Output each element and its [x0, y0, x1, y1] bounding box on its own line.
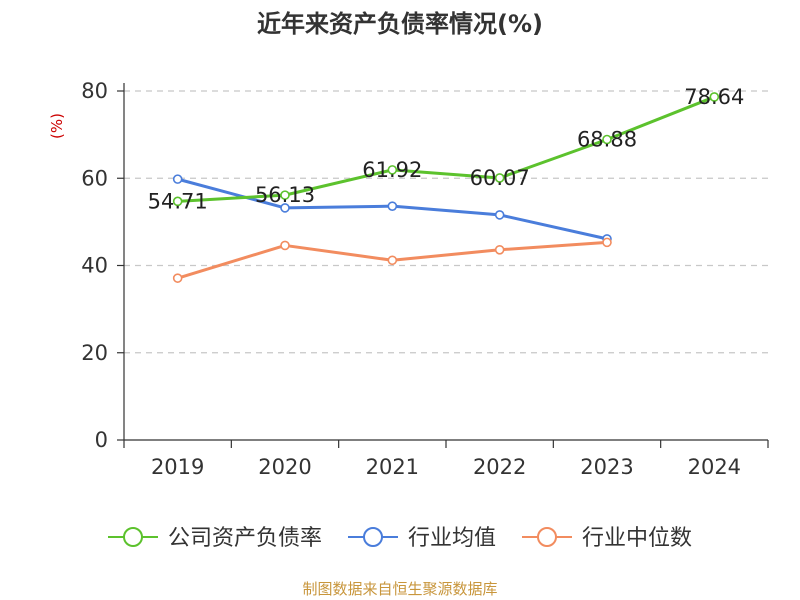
data-point [387, 165, 398, 175]
y-axis-unit-label: (%) [48, 113, 66, 139]
data-point [280, 190, 290, 200]
legend-marker-icon [537, 527, 557, 547]
legend-item: 公司资产负债率 [108, 526, 322, 551]
legend-marker-icon [123, 527, 143, 547]
data-point [387, 255, 398, 266]
data-label: 56.13 [255, 183, 315, 207]
data-point [494, 173, 505, 183]
y-tick-label: 20 [81, 341, 108, 365]
grid-lines [124, 90, 768, 354]
x-tick-label: 2024 [688, 455, 741, 479]
data-point [602, 237, 612, 248]
legend-item: 行业中位数 [522, 526, 692, 551]
chart-title: 近年来资产负债率情况(%) [257, 10, 543, 38]
series-line [177, 95, 715, 203]
legend-label: 行业均值 [408, 526, 496, 551]
y-tick-label: 60 [81, 166, 108, 190]
data-point [172, 273, 183, 283]
legend: 公司资产负债率 行业均值 行业中位数 [108, 526, 692, 551]
data-label: 54.71 [148, 189, 208, 213]
x-tick-label: 2019 [151, 455, 204, 479]
data-label: 60.07 [470, 166, 530, 190]
series-lines [172, 92, 720, 283]
data-point [172, 174, 183, 184]
data-point [602, 134, 612, 145]
data-point [280, 240, 290, 251]
data-point [387, 201, 398, 211]
x-tick-label: 2023 [580, 455, 633, 479]
data-label: 78.64 [684, 85, 744, 109]
legend-label: 公司资产负债率 [168, 526, 322, 551]
data-point [494, 210, 505, 220]
y-tick-label: 40 [81, 254, 108, 278]
data-labels: 54.71 56.13 61.92 60.07 68.88 78.64 [148, 85, 745, 213]
legend-item: 行业均值 [348, 526, 496, 551]
data-point [709, 92, 720, 102]
data-label: 61.92 [362, 158, 422, 182]
x-tick-label: 2022 [473, 455, 526, 479]
legend-label: 行业中位数 [582, 526, 692, 551]
data-point [280, 203, 290, 213]
y-tick-label: 0 [95, 428, 108, 452]
data-point [172, 196, 183, 207]
axes: 0 20 40 60 80 2019 2020 2021 2022 2023 2024 (%) [48, 79, 769, 479]
x-tick-label: 2020 [258, 455, 311, 479]
data-label: 68.88 [577, 128, 637, 152]
x-tick-label: 2021 [366, 455, 419, 479]
legend-marker-icon [363, 527, 383, 547]
source-note: 制图数据来自恒生聚源数据库 [302, 580, 498, 598]
y-tick-label: 80 [81, 79, 108, 103]
data-point [494, 244, 505, 255]
